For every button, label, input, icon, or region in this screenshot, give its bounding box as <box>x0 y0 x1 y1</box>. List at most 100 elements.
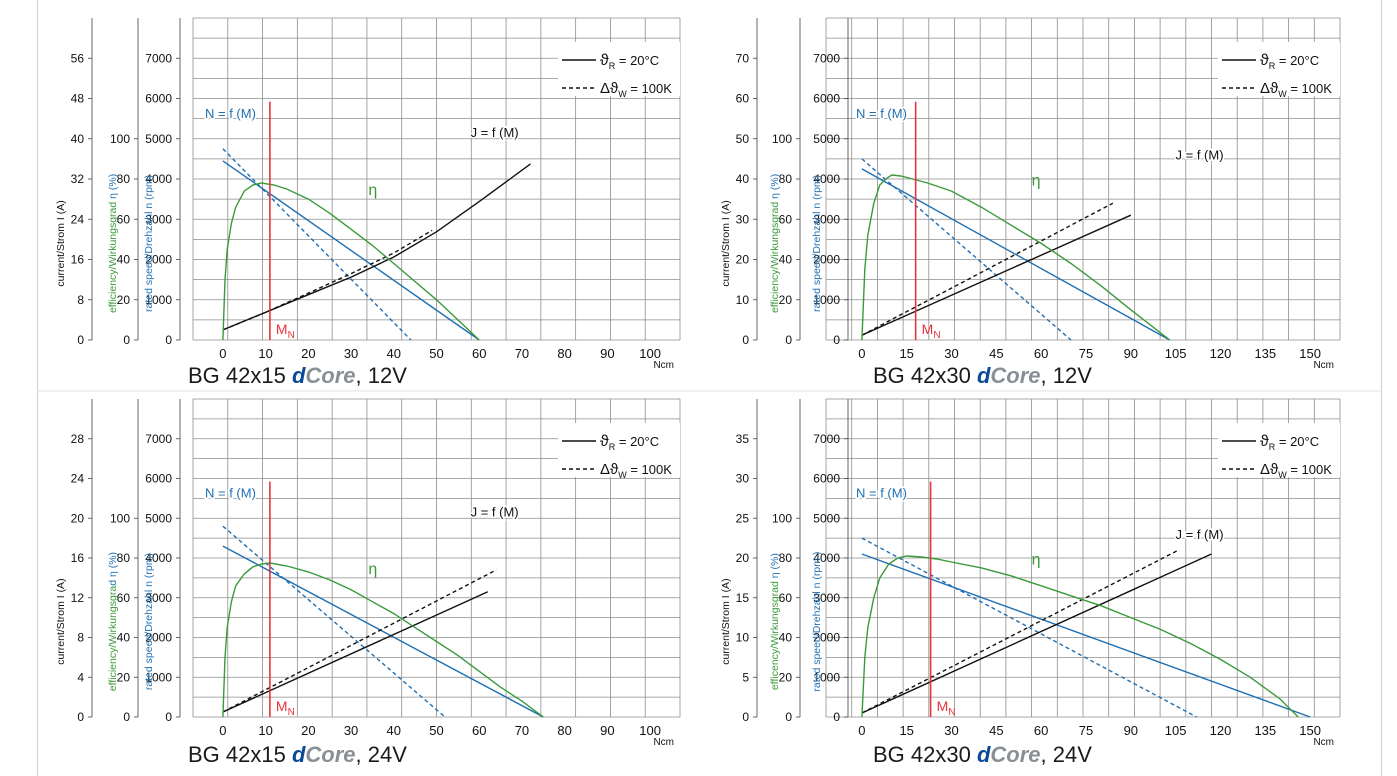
legend-value: = 100K <box>627 462 673 477</box>
series-line-black <box>861 553 1212 714</box>
axis-tick-label: 60 <box>117 212 131 226</box>
axis-tick-label: 80 <box>117 551 131 565</box>
axis-tick-label: 60 <box>736 92 750 106</box>
series-line-black <box>222 591 489 713</box>
axis-tick-label: 7000 <box>813 51 840 65</box>
rated-torque-main: M <box>922 321 934 337</box>
axis-tick-label: 20 <box>71 511 85 525</box>
x-tick-label: 100 <box>639 723 661 738</box>
y-axis-3: 0 1000 2000 3000 4000 5000 6000 7000 rated speed… <box>811 18 849 347</box>
axis-tick-label: 60 <box>779 591 793 605</box>
x-tick-label: 120 <box>1210 723 1232 738</box>
current-curve-label: J = f (M) <box>471 125 519 140</box>
legend-dashed-label: ΔϑW = 100K <box>1260 80 1332 99</box>
legend-symbol: Δϑ <box>600 80 619 97</box>
chart-caption: BG 42x15 dCore, 24V <box>188 742 407 767</box>
axis-title: current/Strom I (A) <box>55 578 67 664</box>
series-line-blue-dashed <box>861 537 1197 718</box>
axis-title: current/Strom I (A) <box>720 200 732 286</box>
chart-caption: BG 42x30 dCore, 24V <box>873 742 1092 767</box>
axis-tick-label: 4000 <box>813 551 840 565</box>
axis-tick-label: 1000 <box>145 293 172 307</box>
axis-tick-label: 6000 <box>813 472 840 486</box>
x-tick-label: 40 <box>387 723 401 738</box>
axis-tick-label: 0 <box>785 710 792 724</box>
axis-tick-label: 40 <box>117 253 131 267</box>
series-line-blue <box>861 553 1311 718</box>
y-axis-2: 0 20 40 60 80 100 efficiency/Wirkungsgrad η (%… <box>107 399 139 724</box>
axis-tick-label: 3000 <box>145 591 172 605</box>
legend-value: = 20°C <box>615 53 659 68</box>
axis-tick-label: 1000 <box>813 670 840 684</box>
series-line-black-dashed <box>861 549 1179 714</box>
axis-tick-label: 7000 <box>813 432 840 446</box>
axis-tick-label: 0 <box>77 333 84 347</box>
legend-background <box>1218 423 1340 477</box>
axis-tick-label: 60 <box>779 212 793 226</box>
x-tick-label: 120 <box>1210 346 1232 361</box>
axis-tick-label: 0 <box>165 710 172 724</box>
x-tick-label: 150 <box>1299 723 1321 738</box>
axis-tick-label: 10 <box>736 293 750 307</box>
axis-tick-label: 56 <box>71 51 85 65</box>
axis-title: efficiency/Wirkungsgrad η (%) <box>769 174 781 313</box>
chart-panel-4: 0 5 10 15 20 25 30 35 current/Strom I (A) 0 20 40 60… <box>720 398 1341 767</box>
speed-curve-label: N = f (M) <box>205 486 256 501</box>
axis-tick-label: 6000 <box>145 472 172 486</box>
rated-torque-label: MN <box>922 321 941 341</box>
x-tick-label: 80 <box>557 723 571 738</box>
y-axis-3: 0 1000 2000 3000 4000 5000 6000 7000 rated speed… <box>811 399 849 724</box>
series-line-green <box>861 555 1299 718</box>
axis-tick-label: 40 <box>779 631 793 645</box>
y-axis-2: 0 20 40 60 80 100 efficiency/Wirkungsgrad η (%… <box>769 18 801 347</box>
axis-tick-label: 8 <box>77 631 84 645</box>
axis-tick-label: 100 <box>110 132 130 146</box>
axis-tick-label: 0 <box>742 333 749 347</box>
axis-title-part: d η (%) <box>107 552 119 586</box>
legend-solid-label: ϑR = 20°C <box>600 433 659 452</box>
series-line-blue <box>861 168 1171 341</box>
axis-tick-label: 50 <box>736 132 750 146</box>
series-line-black-dashed <box>222 569 497 713</box>
y-axis-3: 0 1000 2000 3000 4000 5000 6000 7000 rated speed… <box>143 399 181 724</box>
axis-tick-label: 12 <box>71 591 85 605</box>
axis-tick-label: 2000 <box>145 253 172 267</box>
x-tick-label: 45 <box>989 723 1003 738</box>
x-tick-label: 75 <box>1079 346 1093 361</box>
axis-tick-label: 0 <box>742 710 749 724</box>
axis-tick-label: 100 <box>110 511 130 525</box>
axis-tick-label: 28 <box>71 432 85 446</box>
series-line-green <box>222 562 544 718</box>
x-unit-label: Ncm <box>1313 360 1334 371</box>
axis-tick-label: 5000 <box>813 132 840 146</box>
current-curve-label: J = f (M) <box>1176 148 1224 163</box>
chart-legend: ϑR = 20°C ΔϑW = 100K <box>1218 423 1340 480</box>
series-line-blue-dashed <box>222 525 446 718</box>
axis-title: rated speed/Drehzahl n (rpm) <box>143 553 155 690</box>
series-line-black-dashed <box>222 229 433 331</box>
legend-dashed-label: ΔϑW = 100K <box>1260 461 1332 480</box>
current-curve-label: J = f (M) <box>1176 527 1224 542</box>
x-tick-label: 90 <box>1124 346 1138 361</box>
legend-value: = 100K <box>627 81 673 96</box>
axis-title-part: η (%) <box>769 553 781 578</box>
caption-brand-core: Core <box>305 363 355 388</box>
caption-model: BG 42x15 <box>188 742 292 767</box>
legend-solid-label: ϑR = 20°C <box>1260 433 1319 452</box>
x-tick-label: 90 <box>600 723 614 738</box>
rated-torque-sub: N <box>933 330 940 341</box>
legend-subscript: R <box>609 442 616 452</box>
axis-tick-label: 1000 <box>813 293 840 307</box>
x-unit-label: Ncm <box>653 737 674 748</box>
legend-background <box>558 42 680 96</box>
rated-torque-label: MN <box>276 321 295 341</box>
axis-title-part: η (%) <box>107 174 119 199</box>
x-tick-label: 10 <box>258 723 272 738</box>
rated-torque-sub: N <box>288 330 295 341</box>
axis-tick-label: 70 <box>736 51 750 65</box>
y-axis-2: 0 20 40 60 80 100 efficiency/Wirkungsgrad η (%… <box>107 18 139 347</box>
legend-background <box>558 423 680 477</box>
